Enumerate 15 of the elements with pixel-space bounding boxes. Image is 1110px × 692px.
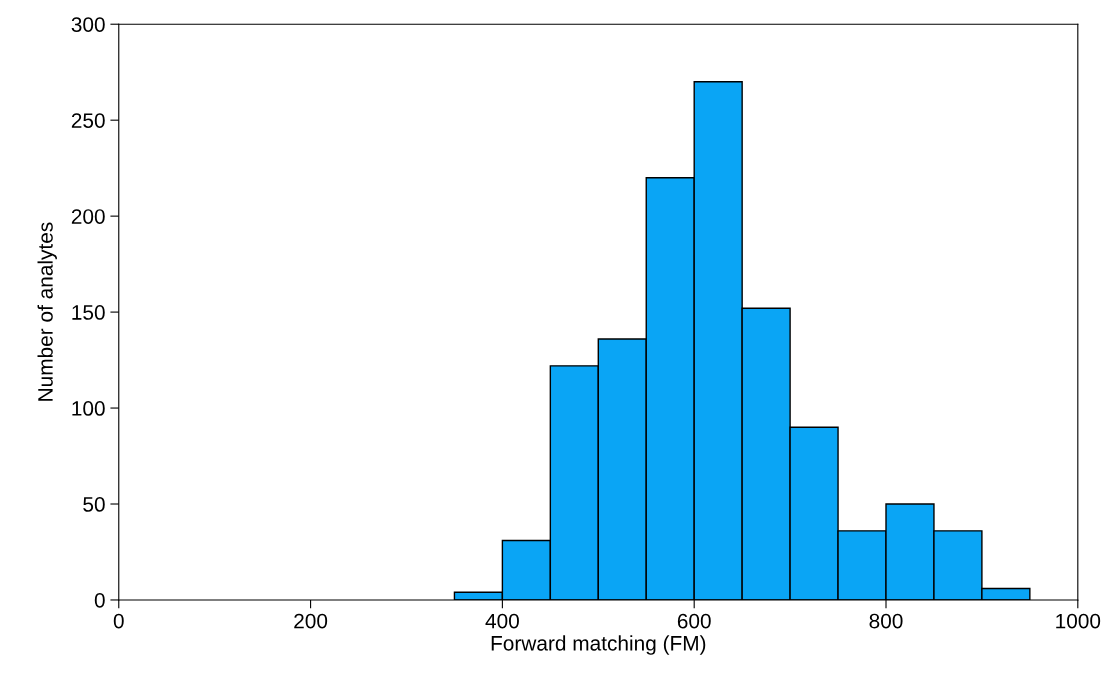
y-axis-title: Number of analytes: [37, 222, 57, 401]
x-tick-label: 200: [294, 613, 328, 629]
x-tick-label: 400: [485, 613, 519, 629]
x-tick-label: 0: [113, 613, 124, 629]
x-axis-title: Forward matching (FM): [491, 635, 706, 655]
x-tick-label: 800: [869, 613, 903, 629]
y-tick-label: 300: [71, 17, 105, 32]
x-tick-label: 1000: [1056, 613, 1101, 629]
y-tick-label: 250: [71, 113, 105, 128]
y-tick-label: 50: [83, 497, 105, 512]
y-tick-label: 0: [94, 592, 105, 608]
y-tick-label: 100: [72, 401, 105, 416]
y-tick-label: 200: [71, 209, 105, 224]
y-tick-label: 150: [72, 305, 105, 320]
x-tick-label: 600: [677, 613, 711, 629]
